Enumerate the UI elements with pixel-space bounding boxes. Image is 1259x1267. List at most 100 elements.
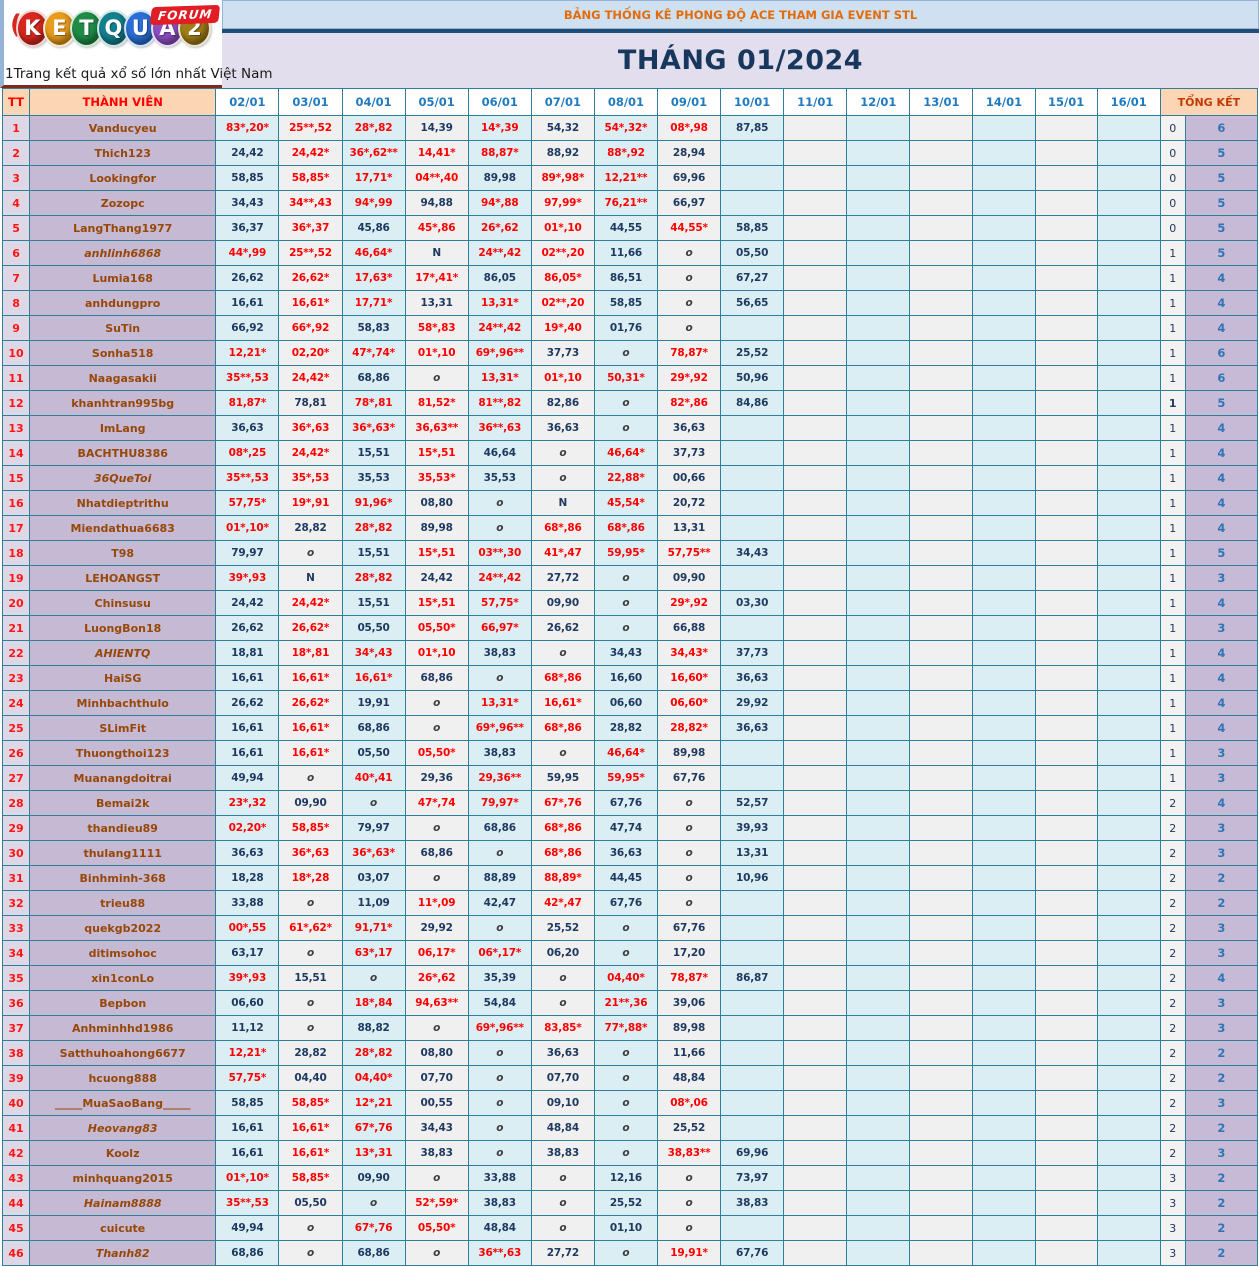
date-cell: 46,64* <box>593 740 658 766</box>
member-name: anhdungpro <box>29 290 217 316</box>
date-cell: 05,50 <box>278 1190 343 1216</box>
date-cell: 89,98 <box>656 1015 722 1041</box>
col-header-date: 14/01 <box>972 88 1036 116</box>
date-cell <box>1096 1165 1161 1191</box>
sum-score-cell: 3 <box>1184 915 1259 941</box>
sum-score-cell: 2 <box>1184 1215 1259 1241</box>
date-cell <box>846 340 911 366</box>
date-cell: 58,85 <box>720 215 785 241</box>
date-cell: 58,83 <box>341 315 406 341</box>
table-row: 9 SuTin 66,92 66*,92 58,83 58*,83 24**,42 19*,4… <box>1 315 1259 341</box>
date-cell <box>1096 240 1161 266</box>
month-title: THÁNG 01/2024 <box>222 33 1259 88</box>
date-cell: 38,83 <box>467 1190 532 1216</box>
date-cell: 06,60* <box>656 690 722 716</box>
date-cell: o <box>656 1190 722 1216</box>
row-number: 9 <box>1 315 31 341</box>
row-number: 26 <box>1 740 31 766</box>
sum-score-cell: 6 <box>1184 340 1259 366</box>
date-cell: 35,53* <box>404 465 469 491</box>
header-row: TT THÀNH VIÊN 02/01 03/01 04/01 05/01 06/01 07/… <box>1 88 1259 116</box>
date-cell: 68*,86 <box>530 840 595 866</box>
date-cell: 81,87* <box>215 390 280 416</box>
row-number: 1 <box>1 115 31 141</box>
row-number: 39 <box>1 1065 31 1091</box>
date-cell: o <box>404 1240 469 1266</box>
date-cell <box>720 515 785 541</box>
sum-days-cell: 1 <box>1159 665 1186 691</box>
date-cell <box>909 990 974 1016</box>
date-cell: 28,82 <box>278 1040 343 1066</box>
date-cell: 28*,82 <box>341 515 406 541</box>
sum-score-cell: 4 <box>1184 640 1259 666</box>
table-row: 27 Muanangdoitrai 49,94 o 40*,41 29,36 29,36**… <box>1 765 1259 791</box>
sum-score-cell: 3 <box>1184 1140 1259 1166</box>
row-number: 29 <box>1 815 31 841</box>
date-cell: 58,85 <box>215 165 280 191</box>
date-cell: 58,85 <box>215 1090 280 1116</box>
date-cell <box>1034 290 1098 316</box>
date-cell <box>846 840 911 866</box>
date-cell: 17,71* <box>341 165 406 191</box>
table-row: 11 Naagasakii 35**,53 24,42* 68,86 o 13,31* 01*… <box>1 365 1259 391</box>
date-cell <box>783 1090 848 1116</box>
date-cell <box>909 765 974 791</box>
sum-days-cell: 2 <box>1159 1065 1186 1091</box>
date-cell: 44,55 <box>593 215 658 241</box>
date-cell: 16,61* <box>278 740 343 766</box>
date-cell: 24,42* <box>278 140 343 166</box>
date-cell: o <box>278 765 343 791</box>
row-number: 33 <box>1 915 31 941</box>
date-cell: 16,61* <box>278 1140 343 1166</box>
date-cell: 36,63** <box>404 415 469 441</box>
date-cell: 15*,51 <box>404 540 469 566</box>
sum-days-cell: 0 <box>1159 215 1186 241</box>
date-cell <box>1096 315 1161 341</box>
date-cell <box>972 140 1036 166</box>
sum-days-cell: 3 <box>1159 1165 1186 1191</box>
table-row: 16 Nhatdieptrithu 57,75* 19*,91 91,96* 08,80 o… <box>1 490 1259 516</box>
date-cell <box>1034 540 1098 566</box>
date-cell: 13,31 <box>656 515 722 541</box>
date-cell: o <box>593 390 658 416</box>
date-cell: 26,62* <box>278 615 343 641</box>
member-name: anhlinh6868 <box>29 240 217 266</box>
date-cell <box>909 865 974 891</box>
date-cell <box>909 340 974 366</box>
date-cell: 28*,82 <box>341 1040 406 1066</box>
date-cell <box>1034 740 1098 766</box>
date-cell <box>972 740 1036 766</box>
date-cell: 15,51 <box>341 540 406 566</box>
member-name: Vanducyeu <box>29 115 217 141</box>
date-cell: 13,31* <box>467 365 532 391</box>
date-cell <box>783 815 848 841</box>
date-cell: 29*,92 <box>656 590 722 616</box>
date-cell <box>972 1115 1036 1141</box>
date-cell <box>1034 1065 1098 1091</box>
sum-days-cell: 0 <box>1159 140 1186 166</box>
sum-days-cell: 3 <box>1159 1190 1186 1216</box>
row-number: 38 <box>1 1040 31 1066</box>
sum-score-cell: 3 <box>1184 1090 1259 1116</box>
date-cell <box>720 1065 785 1091</box>
date-cell: 54,32 <box>530 115 595 141</box>
date-cell <box>783 1215 848 1241</box>
date-cell: 67,76 <box>656 765 722 791</box>
date-cell: 61*,62* <box>278 915 343 941</box>
date-cell <box>909 1115 974 1141</box>
date-cell <box>846 865 911 891</box>
date-cell: 13,31* <box>467 690 532 716</box>
date-cell: 68*,86 <box>530 665 595 691</box>
member-name: LangThang1977 <box>29 215 217 241</box>
date-cell <box>909 640 974 666</box>
date-cell <box>783 515 848 541</box>
row-number: 2 <box>1 140 31 166</box>
date-cell: 15,51 <box>341 440 406 466</box>
date-cell <box>1096 915 1161 941</box>
date-cell: 29,92 <box>720 690 785 716</box>
date-cell: 97,99* <box>530 190 595 216</box>
date-cell: 89,98 <box>656 740 722 766</box>
date-cell <box>909 390 974 416</box>
row-number: 36 <box>1 990 31 1016</box>
